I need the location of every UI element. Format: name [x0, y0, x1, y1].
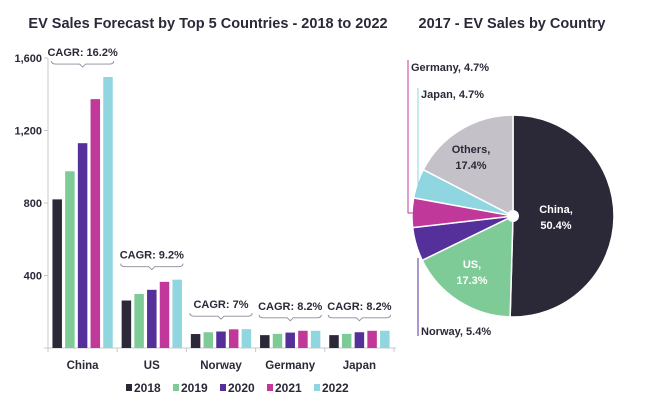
pie-labels: China, 50.4% US, 17.3% Others, 17.4% Germany, …	[407, 60, 573, 338]
legend-swatch-2021	[267, 384, 273, 391]
x-tick-label: US	[144, 360, 160, 372]
pie-label-japan: Japan, 4.7%	[421, 89, 484, 101]
bar-germany-2021	[298, 330, 308, 348]
pie-center-hole	[507, 210, 519, 222]
bar-chart-title: EV Sales Forecast by Top 5 Countries - 2…	[28, 16, 387, 32]
bar-china-2020	[77, 143, 88, 348]
cagr-brace	[120, 263, 184, 271]
pie-slices	[411, 114, 615, 318]
pie-label-china-pct: 50.4%	[540, 220, 571, 232]
bar-germany-2018	[260, 335, 270, 348]
legend-label-2019: 2019	[181, 381, 208, 395]
bar-us-2022	[172, 279, 182, 348]
bar-china-2018	[52, 199, 62, 348]
x-tick-label: Norway	[200, 360, 242, 372]
pie-chart: 2017 - EV Sales by Country China, 50.4% US…	[407, 16, 615, 338]
legend-label-2021: 2021	[275, 381, 302, 395]
pie-label-others-name: Others,	[452, 144, 491, 156]
y-tick-label: 800	[24, 198, 42, 210]
x-tick-label: Germany	[265, 360, 315, 372]
pie-label-germany: Germany, 4.7%	[411, 62, 489, 74]
x-tick-label: Japan	[343, 360, 376, 372]
x-axis: China US Norway Germany Japan	[44, 347, 396, 372]
x-tick-label: China	[67, 360, 100, 372]
legend-label-2022: 2022	[322, 381, 349, 395]
pie-slice-us	[421, 214, 514, 318]
legend-swatch-2018	[126, 384, 132, 391]
bar-norway-2019	[203, 332, 214, 348]
legend-swatch-2019	[173, 384, 179, 391]
bar-japan-2018	[329, 335, 339, 348]
pie-label-us-name: US,	[463, 259, 481, 271]
y-tick-label: 1,200	[14, 126, 42, 138]
cagr-brace	[51, 60, 115, 68]
bar-germany-2022	[310, 330, 321, 348]
y-tick-label: 1,600	[14, 53, 42, 65]
bar-norway-2020	[216, 331, 226, 348]
y-axis: 400 800 1,200 1,600	[14, 53, 49, 348]
bar-china-2021	[90, 99, 101, 348]
bar-japan-2022	[380, 330, 390, 348]
cagr-label: CAGR: 8.2%	[327, 301, 391, 313]
bar-norway-2018	[190, 334, 201, 348]
cagr-brace	[258, 314, 322, 322]
cagr-label: CAGR: 16.2%	[47, 47, 118, 59]
pie-chart-title: 2017 - EV Sales by Country	[419, 16, 606, 32]
pie-slice-others	[422, 114, 514, 218]
legend-label-2020: 2020	[228, 381, 255, 395]
bar-norway-2022	[241, 329, 252, 348]
bar-chart: EV Sales Forecast by Top 5 Countries - 2…	[14, 16, 396, 395]
cagr-label: CAGR: 8.2%	[258, 301, 322, 313]
pie-label-china-name: China,	[539, 204, 573, 216]
bar-us-2018	[121, 300, 132, 348]
legend-label-2018: 2018	[134, 381, 161, 395]
cagr-label: CAGR: 7%	[193, 299, 248, 311]
bar-us-2021	[159, 281, 170, 348]
pie-label-us-pct: 17.3%	[456, 275, 487, 287]
bar-japan-2019	[341, 333, 352, 348]
y-tick-label: 400	[24, 271, 42, 283]
pie-label-others-pct: 17.4%	[455, 160, 486, 172]
leader-line-germany	[407, 60, 418, 214]
legend: 2018 2019 2020 2021 2022	[126, 381, 349, 395]
bar-us-2020	[147, 289, 157, 348]
pie-label-norway: Norway, 5.4%	[421, 326, 491, 338]
bar-japan-2021	[367, 330, 377, 348]
bar-germany-2020	[285, 332, 295, 348]
legend-swatch-2022	[314, 384, 320, 391]
bar-china-2019	[65, 171, 75, 348]
pie-slice-china	[509, 114, 615, 318]
cagr-brace	[189, 313, 253, 320]
bars	[52, 77, 390, 348]
cagr-label: CAGR: 9.2%	[120, 250, 184, 262]
legend-swatch-2020	[220, 384, 226, 391]
cagr-annotations: CAGR: 16.2% CAGR: 9.2% CAGR: 7% CAGR: 8.2% C…	[47, 47, 392, 322]
cagr-brace	[327, 314, 391, 322]
bar-japan-2020	[354, 332, 365, 348]
bar-us-2019	[134, 293, 144, 348]
bar-norway-2021	[228, 329, 239, 348]
bar-germany-2019	[272, 333, 283, 348]
bar-china-2022	[103, 77, 113, 348]
